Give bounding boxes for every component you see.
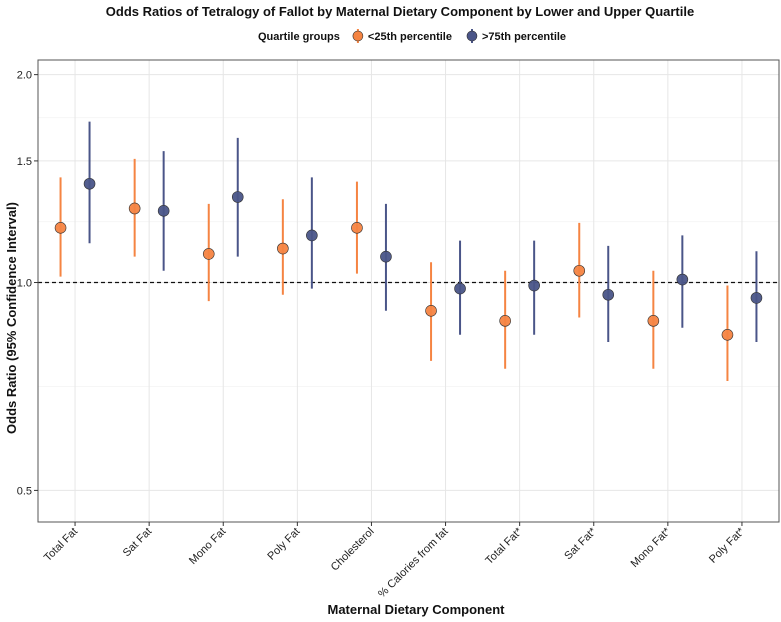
series-lower-quartile: [54, 158, 734, 382]
y-axis: 0.5 1.0 1.5 2.0: [17, 70, 38, 497]
estimate-point: [721, 329, 734, 341]
estimate-point: [202, 248, 215, 260]
legend: Quartile groups <25th percentile >75th pe…: [258, 29, 566, 43]
estimate-point: [528, 279, 540, 292]
estimate-point: [128, 202, 141, 215]
estimate-point: [425, 305, 437, 317]
legend-label: <25th percentile: [368, 31, 452, 43]
x-axis: Total Fat Sat Fat Mono Fat Poly Fat Choleste…: [42, 522, 748, 600]
y-tick-label: 1.5: [17, 156, 32, 168]
estimate-point: [54, 222, 67, 234]
legend-key-point: [352, 30, 364, 42]
estimate-point: [277, 242, 289, 255]
estimate-point: [647, 315, 660, 327]
x-tick-label: Sat Fat*: [562, 525, 599, 562]
series-upper-quartile: [83, 121, 763, 343]
legend-label: >75th percentile: [482, 31, 566, 43]
y-axis-title: Odds Ratio (95% Confidence Interval): [4, 202, 19, 434]
estimate-point: [157, 205, 170, 217]
x-tick-label: Poly Fat: [265, 526, 302, 563]
legend-item: <25th percentile: [352, 29, 452, 43]
estimate-point: [231, 191, 244, 203]
y-tick-label: 0.5: [17, 485, 32, 497]
x-tick-label: % Calories from fat: [376, 526, 451, 601]
x-tick-label: Sat Fat: [121, 526, 155, 560]
legend-key-point: [466, 30, 478, 42]
estimate-point: [499, 315, 511, 327]
x-axis-title: Maternal Dietary Component: [328, 602, 506, 617]
legend-title: Quartile groups: [258, 31, 340, 43]
plot-panel: [37, 59, 780, 523]
panel-border: [37, 59, 780, 523]
estimate-point: [750, 292, 763, 304]
estimate-point: [380, 250, 392, 263]
estimate-point: [306, 229, 318, 242]
estimate-point: [676, 273, 689, 286]
x-tick-label: Cholesterol: [329, 526, 377, 574]
chart-title: Odds Ratios of Tetralogy of Fallot by Ma…: [106, 4, 694, 19]
x-tick-label: Poly Fat*: [707, 525, 748, 566]
legend-item: >75th percentile: [466, 29, 566, 43]
y-tick-label: 2.0: [17, 70, 32, 82]
estimate-point: [573, 264, 586, 277]
y-tick-label: 1.0: [17, 278, 32, 290]
x-tick-label: Total Fat: [42, 526, 80, 564]
estimate-point: [602, 288, 615, 301]
estimate-point: [83, 177, 96, 190]
estimate-point: [454, 282, 466, 295]
x-tick-label: Mono Fat: [187, 526, 228, 567]
estimate-point: [351, 222, 363, 234]
x-tick-label: Total Fat*: [483, 525, 525, 567]
x-tick-label: Mono Fat*: [629, 525, 674, 570]
